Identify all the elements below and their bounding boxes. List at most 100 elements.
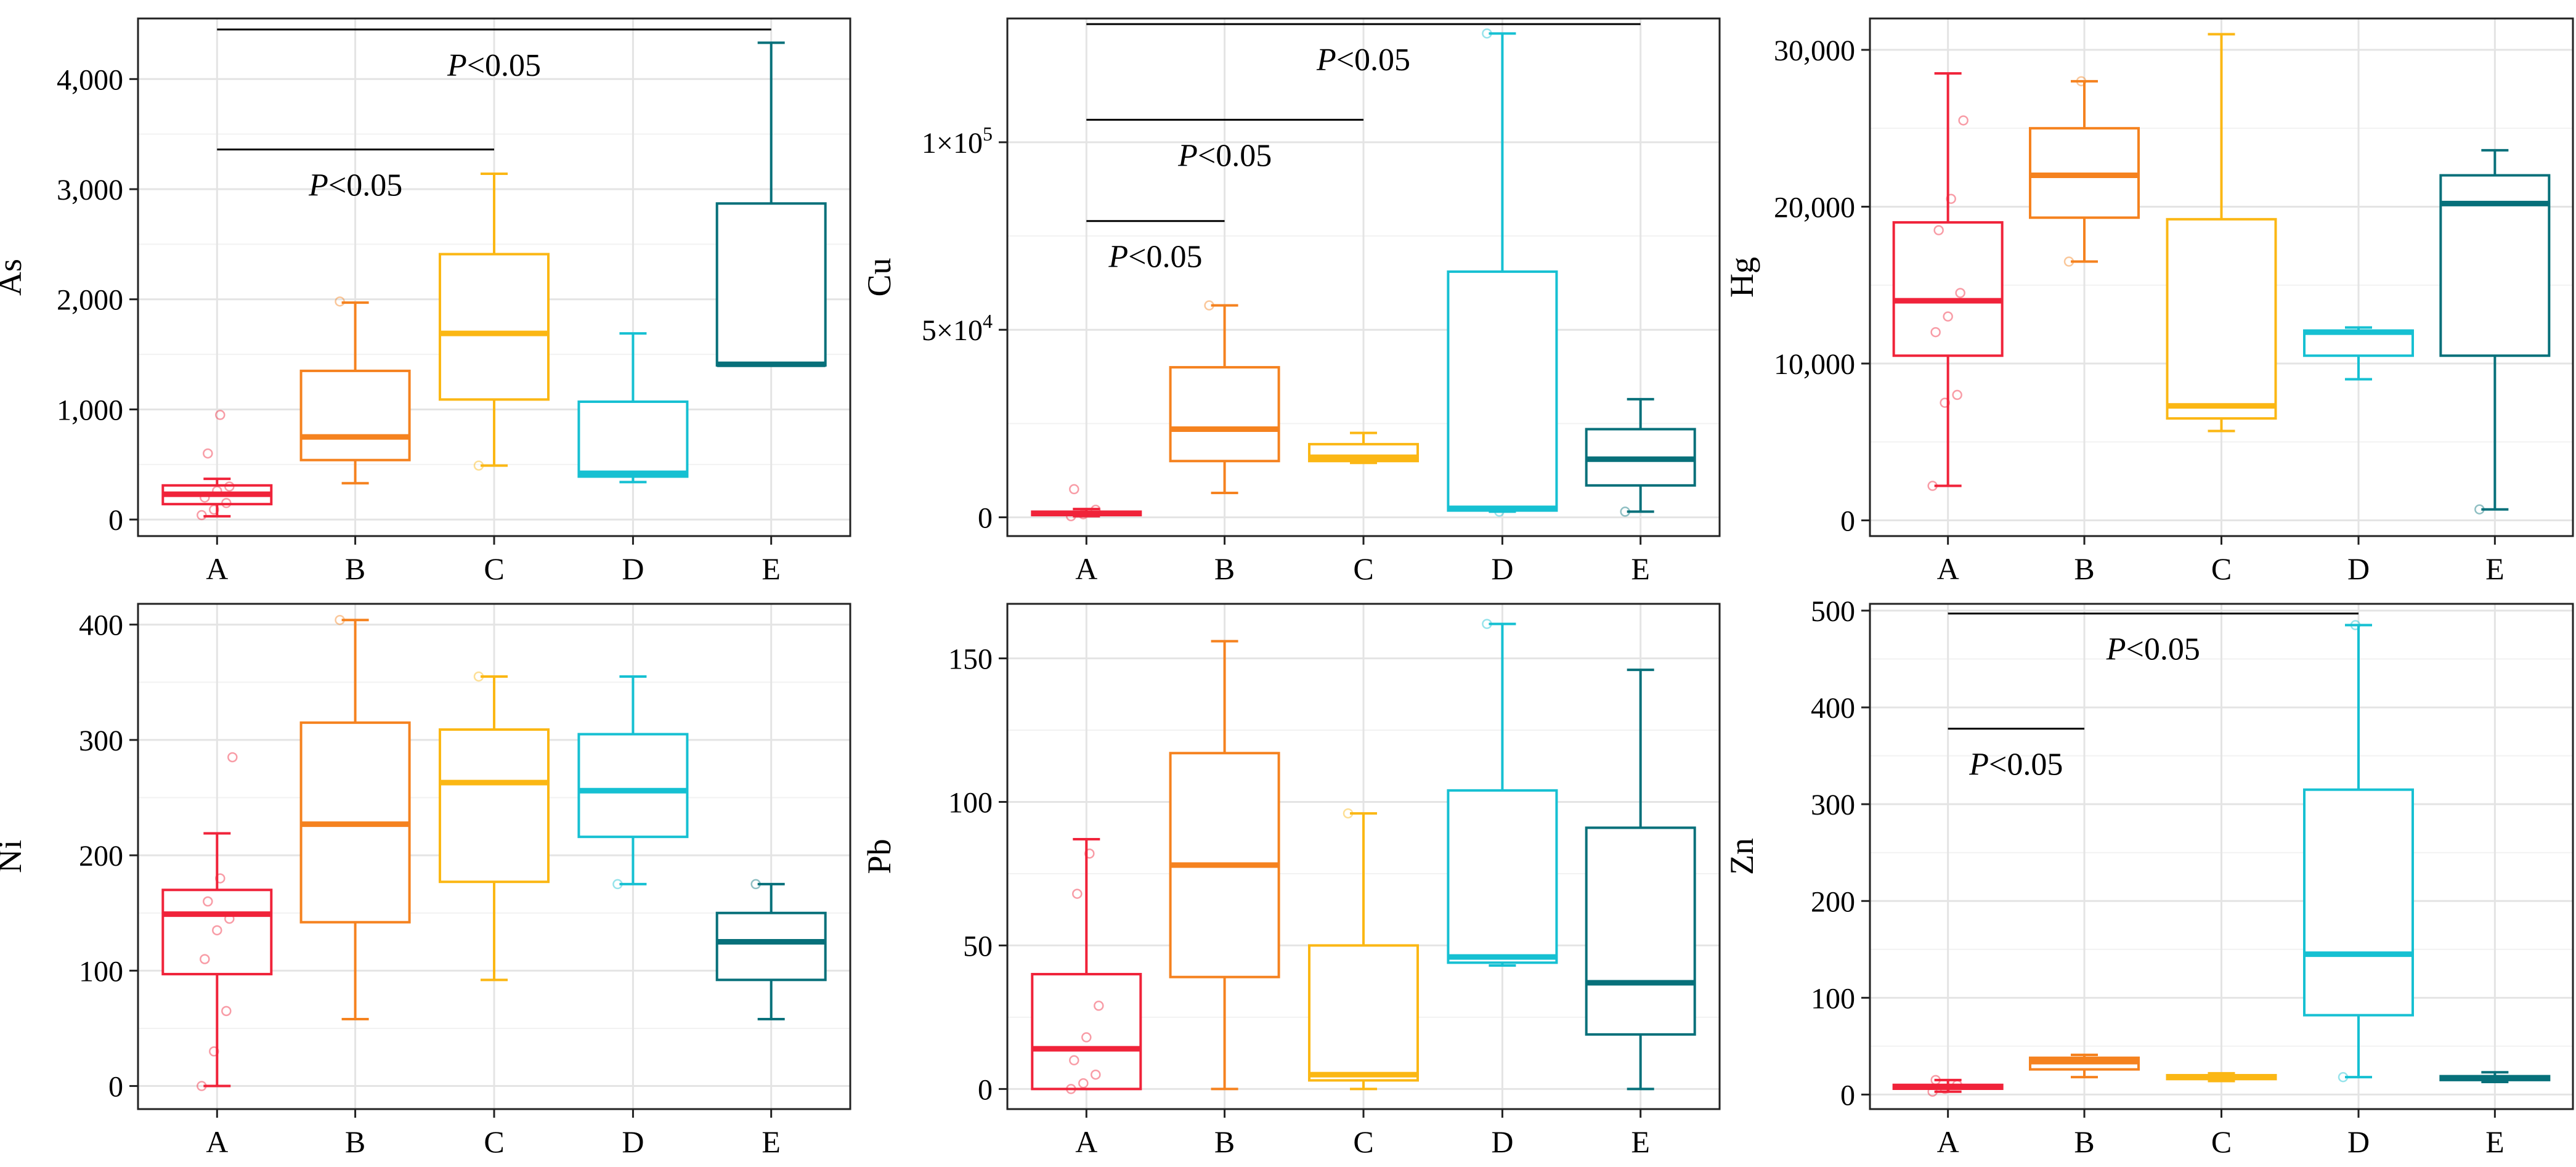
iqr-box — [439, 728, 550, 884]
x-tick-label: E — [2485, 1124, 2505, 1159]
panel-as: P<0.05 P<0.05 0 1,000 2,000 3,000 4,000 A B C D E As — [0, 17, 851, 586]
y-tick-label: 1×105 — [922, 123, 993, 160]
y-tick-label: 0 — [1840, 1079, 1855, 1112]
y-axis-title: As — [0, 259, 28, 296]
box-B — [2029, 76, 2140, 267]
data-point — [1084, 848, 1095, 859]
x-tick-label: B — [1214, 1124, 1235, 1159]
data-point — [2338, 1071, 2349, 1083]
x-tick-label: A — [1075, 1124, 1097, 1159]
data-point — [1933, 225, 1944, 235]
x-tick-label: E — [1631, 551, 1650, 586]
data-point — [1952, 1080, 1962, 1090]
box-C — [439, 173, 550, 471]
panel-ni: 0 100 200 300 400 A B C D E Ni — [0, 603, 851, 1159]
y-tick-label: 20,000 — [1774, 191, 1855, 224]
y-axis-title: Ni — [0, 840, 28, 873]
y-axis-title: Cu — [861, 258, 898, 296]
x-tick-label: D — [2347, 1124, 2370, 1159]
x-tick-label: D — [622, 1124, 644, 1159]
data-point — [2474, 504, 2485, 514]
data-point — [1078, 509, 1089, 519]
data-point — [1494, 506, 1505, 517]
data-point — [473, 460, 484, 471]
y-tick-label: 0 — [108, 1071, 123, 1104]
y-tick-label: 30,000 — [1774, 35, 1855, 67]
data-point — [1069, 1055, 1079, 1066]
panel-pb: 0 50 100 150 A B C D E Pb — [861, 603, 1721, 1159]
y-tick-label: 0 — [108, 504, 123, 537]
iqr-box — [1892, 221, 2004, 357]
data-point — [203, 448, 213, 459]
iqr-box — [161, 888, 273, 975]
y-tick-label: 200 — [79, 840, 123, 872]
box-B — [299, 614, 411, 1020]
data-point — [335, 614, 345, 625]
y-tick-label: 3,000 — [57, 174, 123, 206]
y-tick-label: 2,000 — [57, 284, 123, 317]
y-tick-label: 400 — [79, 609, 123, 642]
iqr-box — [1447, 270, 1558, 512]
iqr-box — [577, 733, 689, 839]
x-tick-label: C — [1353, 1124, 1373, 1159]
box-E — [2439, 148, 2551, 514]
data-point — [1094, 1001, 1104, 1011]
data-point — [203, 896, 213, 907]
data-point — [1078, 1078, 1089, 1089]
p-value-label: P<0.05 — [308, 168, 402, 203]
data-point — [1343, 808, 1354, 819]
data-point — [1930, 327, 1941, 338]
y-tick-label: 300 — [79, 725, 123, 757]
y-axis-title: Pb — [861, 839, 898, 874]
box-B — [1169, 640, 1280, 1091]
data-point — [750, 879, 761, 890]
box-A — [161, 410, 273, 521]
data-point — [1204, 300, 1214, 311]
box-C — [1308, 431, 1419, 465]
x-tick-label: C — [1353, 551, 1373, 586]
iqr-box — [439, 253, 550, 401]
y-axis-title: Zn — [1723, 838, 1760, 875]
y-tick-label: 50 — [963, 930, 993, 962]
y-tick-label: 0 — [978, 502, 993, 535]
p-value-label: P<0.05 — [1177, 138, 1272, 173]
iqr-box — [2302, 788, 2414, 1017]
iqr-box — [1169, 366, 1280, 463]
data-point — [221, 498, 232, 508]
box-A — [1031, 838, 1142, 1094]
box-A — [161, 752, 273, 1091]
data-point — [212, 925, 222, 936]
x-tick-label: E — [762, 551, 781, 586]
data-point — [1940, 1083, 1950, 1094]
box-B — [299, 296, 411, 485]
panel-hg: 0 10,000 20,000 30,000 A B C D E Hg — [1723, 17, 2574, 586]
box-D — [2302, 620, 2414, 1083]
y-tick-label: 0 — [978, 1073, 993, 1106]
x-tick-label: E — [762, 1124, 781, 1159]
x-tick-label: B — [2074, 1124, 2094, 1159]
y-tick-label: 5×104 — [922, 310, 993, 347]
x-tick-label: C — [2211, 551, 2232, 586]
box-A — [1031, 484, 1142, 521]
data-point — [197, 510, 207, 521]
x-tick-label: D — [622, 551, 644, 586]
data-point — [1066, 511, 1076, 521]
box-E — [1585, 669, 1696, 1091]
box-E — [715, 879, 827, 1020]
data-point — [335, 296, 345, 307]
p-value-label: P<0.05 — [1316, 43, 1410, 78]
p-value-label: P<0.05 — [2106, 632, 2200, 667]
y-tick-label: 300 — [1811, 789, 1855, 821]
data-point — [1958, 115, 1969, 126]
box-C — [439, 671, 550, 982]
box-E — [2439, 1071, 2551, 1084]
iqr-box — [715, 911, 827, 982]
data-point — [1091, 1069, 1101, 1080]
iqr-box — [2166, 218, 2277, 420]
y-tick-label: 100 — [948, 786, 993, 819]
y-tick-label: 4,000 — [57, 63, 123, 96]
data-point — [1069, 484, 1079, 495]
x-tick-label: C — [484, 1124, 504, 1159]
data-point — [2076, 76, 2087, 87]
